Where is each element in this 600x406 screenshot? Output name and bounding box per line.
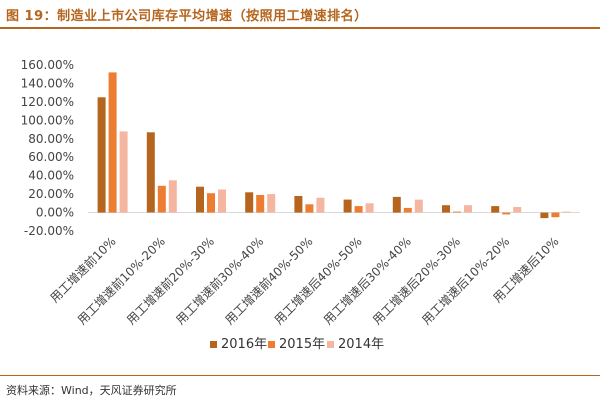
bar [218,189,226,213]
y-tick-label: 140.00% [21,76,74,90]
x-category-label: 用工增速前10%-20% [74,234,168,328]
x-category-label: 用工增速前20%-30% [123,234,217,328]
bar [168,180,177,213]
legend-label: 2015年 [279,337,325,352]
x-axis: 用工增速前10%用工增速前10%-20%用工增速前20%-30%用工增速前30%… [47,234,562,328]
legend-swatch [268,341,275,348]
y-tick-label: 0.00% [36,206,74,220]
bar [207,193,215,213]
bar [267,194,276,213]
bar [464,205,472,213]
source-note: 资料来源：Wind，天风证券研究所 [6,384,177,397]
bar [316,197,325,213]
bar-series-group [97,72,571,219]
figure-title: 图 19：制造业上市公司库存平均增速（按照用工增速排名） [6,9,368,24]
bar [365,203,374,213]
bar [108,72,117,213]
bar [196,186,204,213]
bar [403,207,412,213]
x-category-label: 用工增速后30%-40% [321,234,414,327]
bar [551,212,560,218]
y-tick-label: 20.00% [28,187,74,201]
bar [245,192,254,213]
bar [513,207,522,213]
title-divider [0,27,600,29]
x-category-label: 用工增速后10%-20% [419,234,512,327]
bar [305,204,314,213]
x-category-label: 用工增速前30%-40% [172,234,266,328]
footer-divider [0,375,600,376]
y-tick-label: 60.00% [28,150,74,164]
bar [343,199,352,213]
legend-label: 2014年 [338,337,384,352]
bar [442,205,450,213]
bar [294,196,303,213]
bar [146,132,155,213]
bar [453,211,461,213]
legend-swatch [327,341,334,348]
bar [157,185,166,213]
y-tick-label: 80.00% [28,132,74,146]
bar [414,199,423,213]
y-axis: -20.00% 0.00% 20.00% 40.00% 60.00% 80.00% 100.… [21,58,74,238]
bar [562,211,571,213]
y-tick-label: 100.00% [21,113,74,127]
x-category-label: 用工增速后20%-30% [370,234,463,327]
y-tick-label: -20.00% [24,224,74,238]
bar-chart: -20.00% 0.00% 20.00% 40.00% 60.00% 80.00% 100.… [21,58,580,352]
bar [491,206,500,213]
bar [540,212,549,219]
bar [119,131,128,213]
y-tick-label: 160.00% [21,58,74,72]
bar [97,97,106,213]
bar [502,212,511,215]
legend-label: 2016年 [221,337,267,352]
x-category-label: 用工增速前40%-50% [222,234,316,328]
legend-swatch [210,341,217,348]
legend: 2016年 2015年 2014年 [210,337,384,352]
y-tick-label: 120.00% [21,95,74,109]
bar [392,196,401,213]
y-tick-label: 40.00% [28,169,74,183]
bar [256,195,265,213]
bar [354,206,363,213]
x-category-label: 用工增速后40%-50% [272,234,365,327]
